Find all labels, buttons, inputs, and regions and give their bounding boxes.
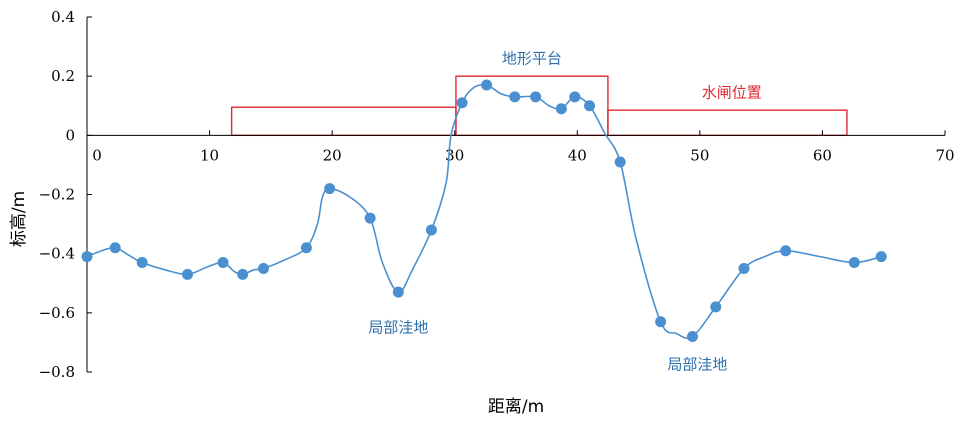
data-point xyxy=(425,224,437,236)
data-point xyxy=(655,316,667,328)
x-tick-label: 0 xyxy=(92,146,102,164)
data-point xyxy=(217,257,229,269)
data-point xyxy=(456,97,468,109)
data-point xyxy=(780,245,792,257)
data-point xyxy=(614,156,626,168)
series-line xyxy=(86,83,882,340)
x-tick-label: 10 xyxy=(200,146,219,164)
data-point xyxy=(875,251,887,263)
region-rectangle xyxy=(230,106,457,137)
annotation-label: 局部洼地 xyxy=(368,319,428,337)
y-tick-label: −0.6 xyxy=(39,304,75,322)
series-layer xyxy=(81,79,887,342)
y-tick-label: 0.2 xyxy=(51,67,75,85)
x-tick-label: 40 xyxy=(568,146,587,164)
data-point xyxy=(392,286,404,298)
data-point xyxy=(848,257,860,269)
region-rectangle xyxy=(607,109,848,137)
data-point xyxy=(136,257,148,269)
data-point xyxy=(364,212,376,224)
x-tick-label: 60 xyxy=(813,146,832,164)
x-tick-label: 50 xyxy=(690,146,709,164)
x-axis-title: 距离/m xyxy=(488,397,544,417)
data-point xyxy=(258,262,270,274)
y-tick-label: −0.4 xyxy=(39,245,75,263)
annotation-label: 局部洼地 xyxy=(667,356,727,374)
data-point xyxy=(109,242,121,254)
y-axis-title: 标高/m xyxy=(9,191,29,247)
x-tick-label: 70 xyxy=(935,146,954,164)
data-point xyxy=(481,79,493,91)
data-point xyxy=(182,268,194,280)
data-point xyxy=(687,331,699,342)
data-point xyxy=(300,242,312,254)
data-point xyxy=(237,268,249,280)
data-point xyxy=(81,251,93,263)
data-point xyxy=(710,301,722,313)
ticks: 0 10 20 30 40 50 60 700.40.20−0.2−0.4−0.6−0.8 xyxy=(39,8,955,381)
y-tick-label: −0.2 xyxy=(39,186,75,204)
data-point xyxy=(738,262,750,274)
y-tick-label: 0.4 xyxy=(51,8,75,26)
x-tick-label: 20 xyxy=(323,146,342,164)
annotation-label: 地形平台 xyxy=(502,49,562,67)
y-tick-label: −0.8 xyxy=(39,363,75,381)
data-point xyxy=(569,91,581,103)
y-tick-label: 0 xyxy=(65,126,75,144)
data-point xyxy=(509,91,521,103)
data-point xyxy=(324,183,336,195)
axes xyxy=(86,17,945,372)
data-point xyxy=(555,103,567,115)
data-point xyxy=(584,100,596,112)
annotation-label: 水闸位置 xyxy=(702,83,762,101)
data-point xyxy=(530,91,542,103)
